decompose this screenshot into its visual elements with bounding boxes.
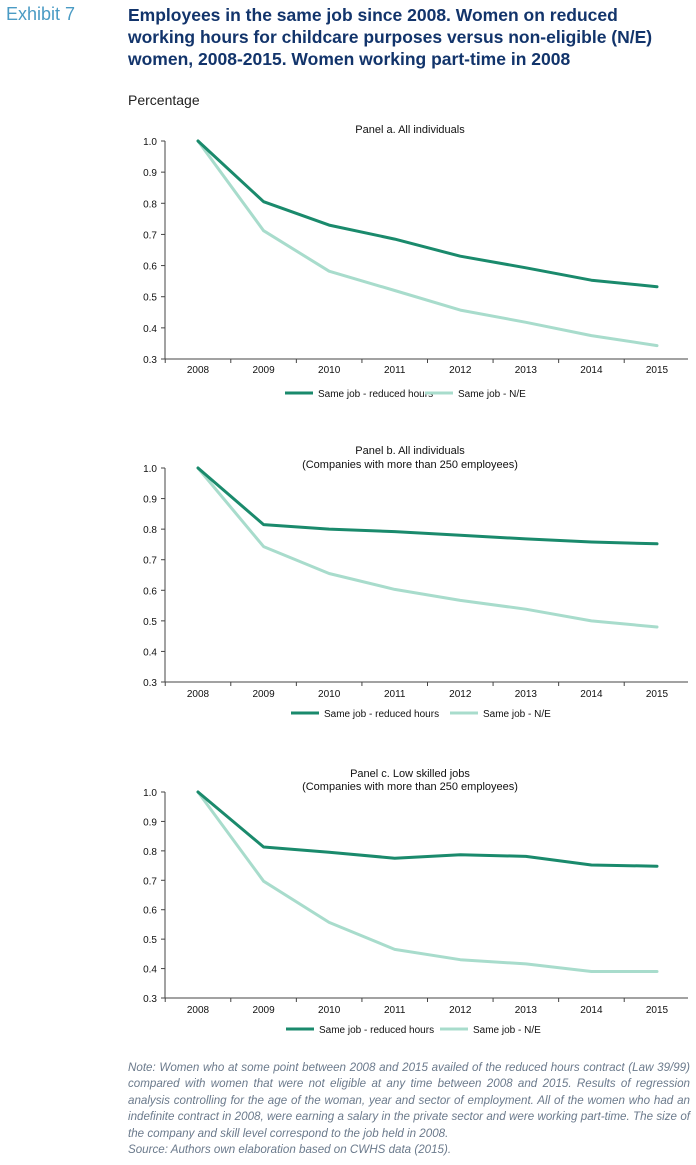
y-tick-label: 0.8: [143, 847, 157, 858]
y-tick-label: 0.6: [143, 262, 157, 273]
source-text: Source: Authors own elaboration based on…: [128, 1143, 452, 1156]
x-tick-label: 2008: [187, 365, 210, 376]
x-tick-label: 2014: [580, 689, 603, 700]
x-tick-label: 2008: [187, 1005, 210, 1016]
series-line: [196, 790, 659, 973]
chart-subtitle: (Companies with more than 250 employees): [302, 781, 518, 793]
legend-label: Same job - N/E: [458, 389, 526, 400]
panel-a-chart: Panel a. All individuals 1.0 0.9 0.8 0.7 0.6 0…: [143, 124, 688, 400]
y-tick-label: 1.0: [143, 788, 157, 799]
y-tick-label: 0.8: [143, 525, 157, 536]
y-tick-label: 0.4: [143, 324, 157, 335]
legend-label: Same job - reduced hours: [319, 1025, 434, 1036]
x-tick-label: 2012: [449, 689, 472, 700]
legend-label: Same job - reduced hours: [318, 389, 433, 400]
x-tick-label: 2011: [384, 365, 406, 376]
legend-label: Same job - N/E: [473, 1025, 541, 1036]
y-tick-label: 0.7: [143, 556, 157, 567]
y-tick-label: 0.5: [143, 617, 157, 628]
panel-c: Panel c. Low skilled jobs (Companies with…: [0, 765, 696, 1045]
y-tick-label: 0.9: [143, 817, 157, 828]
unit-label: Percentage: [128, 92, 200, 108]
y-tick-label: 0.3: [143, 678, 157, 689]
x-tick-label: 2012: [449, 1005, 472, 1016]
series-line: [196, 790, 659, 868]
y-tick-label: 0.4: [143, 647, 157, 658]
y-tick-label: 0.3: [143, 355, 157, 366]
series-line: [196, 139, 659, 289]
y-tick-label: 1.0: [143, 464, 157, 475]
chart-subtitle: (Companies with more than 250 employees): [302, 459, 518, 471]
y-tick-label: 0.4: [143, 965, 157, 976]
panel-b: Panel b. All individuals (Companies with …: [0, 440, 696, 750]
chart-title: Panel c. Low skilled jobs: [350, 768, 470, 780]
y-tick-label: 0.5: [143, 293, 157, 304]
x-tick-label: 2013: [515, 365, 538, 376]
x-tick-label: 2011: [384, 1005, 406, 1016]
chart-title: Panel a. All individuals: [355, 124, 465, 136]
y-tick-label: 0.7: [143, 230, 157, 241]
y-tick-label: 0.5: [143, 935, 157, 946]
y-tick-label: 0.6: [143, 586, 157, 597]
y-tick-label: 0.8: [143, 199, 157, 210]
x-tick-label: 2008: [187, 689, 210, 700]
x-tick-label: 2009: [252, 689, 275, 700]
panel-c-chart: Panel c. Low skilled jobs(Companies with…: [143, 768, 688, 1036]
panel-a: Panel a. All individuals 1.0 0.9 0.8 0.7 0.6 0…: [0, 115, 696, 415]
y-tick-label: 0.6: [143, 906, 157, 917]
page-title: Employees in the same job since 2008. Wo…: [128, 5, 653, 69]
series-line: [196, 139, 659, 348]
y-tick-label: 0.9: [143, 168, 157, 179]
x-tick-label: 2014: [580, 365, 603, 376]
x-tick-label: 2009: [252, 1005, 275, 1016]
y-tick-label: 1.0: [143, 137, 157, 148]
x-tick-label: 2010: [318, 1005, 341, 1016]
series-line: [196, 466, 659, 546]
legend-label: Same job - reduced hours: [324, 709, 439, 720]
x-tick-label: 2015: [646, 689, 669, 700]
x-tick-label: 2013: [515, 1005, 538, 1016]
x-tick-label: 2015: [646, 1005, 669, 1016]
legend-label: Same job - N/E: [483, 709, 551, 720]
x-tick-label: 2009: [252, 365, 275, 376]
x-tick-label: 2010: [318, 365, 341, 376]
y-tick-label: 0.3: [143, 994, 157, 1005]
x-tick-label: 2014: [580, 1005, 603, 1016]
y-tick-label: 0.9: [143, 495, 157, 506]
panel-b-chart: Panel b. All individuals (Companies with …: [143, 445, 688, 720]
chart-title: Panel b. All individuals: [355, 445, 465, 457]
y-tick-label: 0.7: [143, 876, 157, 887]
x-tick-label: 2011: [384, 689, 406, 700]
note-text: Note: Women who at some point between 20…: [128, 1061, 690, 1140]
x-tick-label: 2013: [515, 689, 538, 700]
x-tick-label: 2015: [646, 365, 669, 376]
x-tick-label: 2010: [318, 689, 341, 700]
series-line: [196, 466, 659, 629]
exhibit-label: Exhibit 7: [6, 4, 76, 24]
x-tick-label: 2012: [449, 365, 472, 376]
